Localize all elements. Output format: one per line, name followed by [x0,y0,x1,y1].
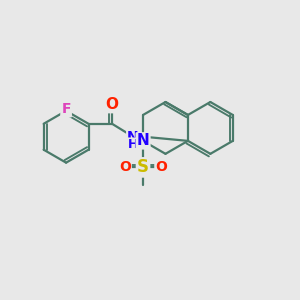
Text: H: H [128,139,138,152]
Text: N: N [137,134,149,148]
Text: S: S [137,158,149,176]
Text: O: O [155,160,167,174]
Text: O: O [119,160,131,174]
Text: N: N [127,130,139,144]
Text: F: F [61,102,71,116]
Text: O: O [106,97,118,112]
